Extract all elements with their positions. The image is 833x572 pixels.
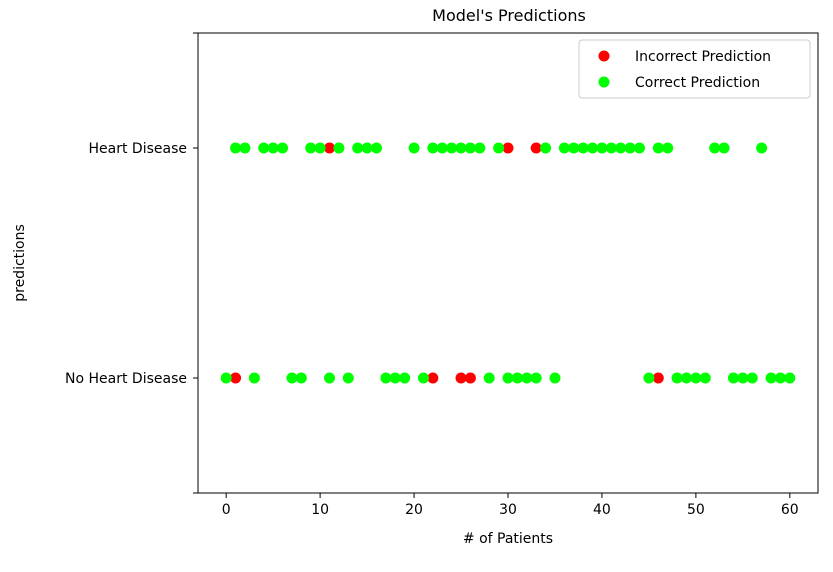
data-point [399, 372, 411, 384]
data-point [746, 372, 758, 384]
data-point [380, 372, 392, 384]
data-point [408, 142, 420, 154]
data-point [361, 142, 373, 154]
y-axis-label: predictions [12, 224, 28, 302]
x-tick-label: 0 [222, 502, 231, 518]
data-point [671, 372, 683, 384]
data-point [267, 142, 279, 154]
data-point [737, 372, 749, 384]
x-tick-label: 30 [499, 502, 517, 518]
data-point [530, 372, 542, 384]
data-point [699, 372, 711, 384]
data-point [493, 142, 505, 154]
data-point [342, 372, 354, 384]
data-point [652, 142, 664, 154]
data-point [230, 142, 242, 154]
data-point [324, 142, 336, 154]
data-point [502, 372, 514, 384]
x-tick-label: 40 [593, 502, 611, 518]
legend: Incorrect Prediction Correct Prediction [578, 39, 811, 99]
data-point [558, 142, 570, 154]
data-point [248, 372, 260, 384]
data-point [765, 372, 777, 384]
data-point [277, 142, 289, 154]
data-point [652, 372, 664, 384]
data-point [624, 142, 636, 154]
x-tick-label: 60 [781, 502, 799, 518]
data-point [258, 142, 270, 154]
y-tick-label: Heart Disease [89, 141, 187, 157]
data-point [333, 142, 345, 154]
data-point [756, 142, 768, 154]
x-tick-label: 50 [687, 502, 705, 518]
plot-frame [197, 32, 819, 494]
data-point [530, 142, 542, 154]
x-tick-label: 20 [405, 502, 423, 518]
data-point [295, 372, 307, 384]
data-points [220, 142, 796, 384]
chart-title: Model's Predictions [432, 6, 586, 25]
x-tick-label: 10 [311, 502, 329, 518]
data-point [568, 142, 580, 154]
data-point [643, 372, 655, 384]
x-axis-label: # of Patients [463, 531, 553, 547]
data-point [662, 142, 674, 154]
data-point [436, 142, 448, 154]
data-point [352, 142, 364, 154]
data-point [305, 142, 317, 154]
data-point [511, 372, 523, 384]
data-point [455, 372, 467, 384]
legend-label-incorrect: Incorrect Prediction [635, 49, 771, 65]
data-point [220, 372, 232, 384]
data-point [446, 142, 458, 154]
data-point [709, 142, 721, 154]
data-point [680, 372, 692, 384]
data-point [474, 142, 486, 154]
legend-marker-incorrect [598, 50, 610, 62]
data-point [417, 372, 429, 384]
y-axis: No Heart Disease Heart Disease [65, 32, 198, 494]
data-point [427, 372, 439, 384]
data-point [605, 142, 617, 154]
data-point [286, 372, 298, 384]
data-point [577, 142, 589, 154]
data-point [389, 372, 401, 384]
data-point [634, 142, 646, 154]
data-point [427, 142, 439, 154]
series-correct [220, 142, 796, 384]
data-point [718, 142, 730, 154]
data-point [502, 142, 514, 154]
legend-label-correct: Correct Prediction [635, 75, 760, 91]
series-incorrect [230, 142, 664, 384]
data-point [549, 372, 561, 384]
data-point [230, 372, 242, 384]
data-point [784, 372, 796, 384]
data-point [690, 372, 702, 384]
data-point [521, 372, 533, 384]
data-point [596, 142, 608, 154]
plot-area: 0 10 20 30 40 50 60 No Heart Disease Heart Dise… [65, 32, 819, 518]
y-tick-label: No Heart Disease [65, 371, 187, 387]
data-point [483, 372, 495, 384]
x-axis: 0 10 20 30 40 50 60 [222, 493, 799, 518]
data-point [455, 142, 467, 154]
data-point [615, 142, 627, 154]
data-point [587, 142, 599, 154]
data-point [540, 142, 552, 154]
data-point [774, 372, 786, 384]
data-point [314, 142, 326, 154]
data-point [727, 372, 739, 384]
legend-marker-correct [598, 76, 610, 88]
data-point [324, 372, 336, 384]
data-point [239, 142, 251, 154]
data-point [370, 142, 382, 154]
legend-box [578, 39, 811, 99]
data-point [464, 372, 476, 384]
data-point [464, 142, 476, 154]
